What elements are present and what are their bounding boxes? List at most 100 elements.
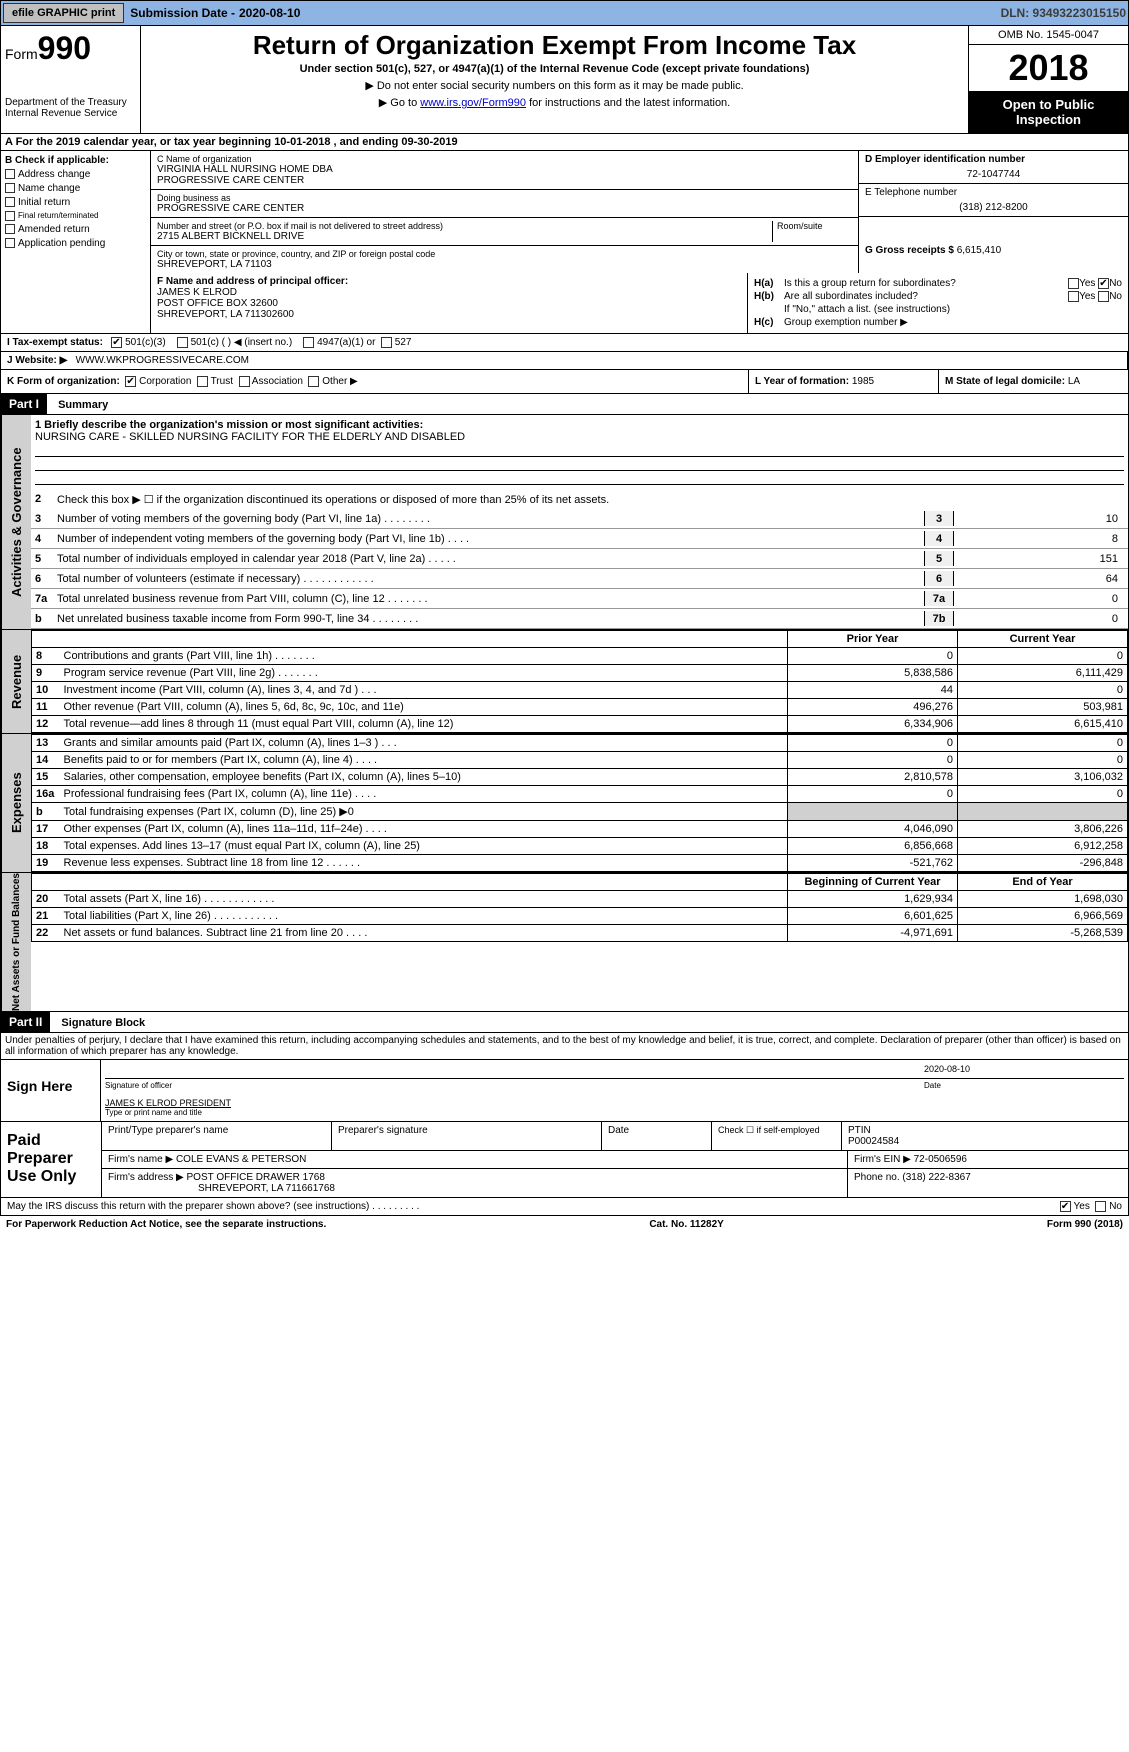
expense-table: 13Grants and similar amounts paid (Part … bbox=[31, 734, 1128, 872]
city-label: City or town, state or province, country… bbox=[157, 249, 852, 259]
row-j: J Website: ▶ WWW.WKPROGRESSIVECARE.COM bbox=[0, 352, 1129, 370]
firm-label: Firm's name ▶ bbox=[108, 1154, 173, 1165]
yes-lbl: Yes bbox=[1079, 278, 1095, 289]
rule3 bbox=[35, 471, 1124, 485]
fin-py: 2,810,578 bbox=[788, 769, 958, 786]
fin-cy: 3,106,032 bbox=[958, 769, 1128, 786]
ein-label: D Employer identification number bbox=[865, 154, 1122, 165]
fin-py: 0 bbox=[788, 752, 958, 769]
fin-num: 18 bbox=[32, 838, 60, 855]
line-text: Total unrelated business revenue from Pa… bbox=[57, 593, 924, 605]
check-final-return[interactable] bbox=[5, 211, 15, 221]
check-address-change[interactable] bbox=[5, 169, 15, 179]
check-initial-return[interactable] bbox=[5, 197, 15, 207]
officer-addr1: POST OFFICE BOX 32600 bbox=[157, 298, 741, 309]
h-questions: H(a)Is this a group return for subordina… bbox=[748, 273, 1128, 333]
sign-date: 2020-08-10 bbox=[924, 1064, 1124, 1074]
l-value: 1985 bbox=[852, 376, 874, 387]
fin-cy: 6,615,410 bbox=[958, 716, 1128, 733]
mission-label: 1 Briefly describe the organization's mi… bbox=[35, 419, 1124, 431]
goto-note: ▶ Go to www.irs.gov/Form990 for instruct… bbox=[149, 96, 960, 109]
opt-pending: Application pending bbox=[18, 238, 105, 249]
fin-cy: 6,912,258 bbox=[958, 838, 1128, 855]
line-val: 8 bbox=[954, 533, 1124, 545]
fin-num: 19 bbox=[32, 855, 60, 872]
f-label: F Name and address of principal officer: bbox=[157, 276, 741, 287]
k-corp: Corporation bbox=[139, 376, 191, 387]
hc-text: Group exemption number ▶ bbox=[784, 317, 908, 328]
hb2-text: If "No," attach a list. (see instruction… bbox=[754, 304, 1122, 315]
fin-py: 44 bbox=[788, 682, 958, 699]
check-trust[interactable] bbox=[197, 376, 208, 387]
hb-yes[interactable] bbox=[1068, 291, 1079, 302]
check-pending[interactable] bbox=[5, 238, 15, 248]
ha-no[interactable] bbox=[1098, 278, 1109, 289]
fin-cy: 0 bbox=[958, 735, 1128, 752]
fin-cy: 503,981 bbox=[958, 699, 1128, 716]
check-4947[interactable] bbox=[303, 337, 314, 348]
efile-print-button[interactable]: efile GRAPHIC print bbox=[3, 3, 124, 23]
fin-py: 6,334,906 bbox=[788, 716, 958, 733]
fin-desc: Contributions and grants (Part VIII, lin… bbox=[60, 648, 788, 665]
irs-link[interactable]: www.irs.gov/Form990 bbox=[420, 97, 526, 109]
sig-caption: Signature of officer bbox=[105, 1081, 172, 1090]
line-num: 6 bbox=[35, 573, 57, 585]
check-501c3[interactable] bbox=[111, 337, 122, 348]
fin-desc: Professional fundraising fees (Part IX, … bbox=[60, 786, 788, 803]
discuss-yes[interactable] bbox=[1060, 1201, 1071, 1212]
opt-amended: Amended return bbox=[18, 224, 90, 235]
fin-desc: Program service revenue (Part VIII, line… bbox=[60, 665, 788, 682]
goto-pre: ▶ Go to bbox=[379, 97, 420, 109]
officer-name: JAMES K ELROD bbox=[157, 287, 741, 298]
form-prefix: Form bbox=[5, 46, 38, 62]
signature-block: Under penalties of perjury, I declare th… bbox=[0, 1033, 1129, 1122]
topbar: efile GRAPHIC print Submission Date - 20… bbox=[0, 0, 1129, 26]
principal-officer: F Name and address of principal officer:… bbox=[151, 273, 748, 333]
fin-py: 5,838,586 bbox=[788, 665, 958, 682]
discuss-question: May the IRS discuss this return with the… bbox=[7, 1201, 419, 1212]
ag-body: 1 Briefly describe the organization's mi… bbox=[31, 415, 1128, 629]
entity-grid: B Check if applicable: Address change Na… bbox=[0, 151, 1129, 273]
vtab-expenses: Expenses bbox=[1, 734, 31, 872]
ha-yes[interactable] bbox=[1068, 278, 1079, 289]
check-other[interactable] bbox=[308, 376, 319, 387]
l-cell: L Year of formation: 1985 bbox=[748, 370, 938, 393]
part2-row: Part II Signature Block bbox=[0, 1012, 1129, 1033]
check-527[interactable] bbox=[381, 337, 392, 348]
check-name-change[interactable] bbox=[5, 183, 15, 193]
irs-label: Internal Revenue Service bbox=[5, 108, 136, 119]
dba-value: PROGRESSIVE CARE CENTER bbox=[157, 203, 852, 214]
fin-cy: 0 bbox=[958, 682, 1128, 699]
ssn-note: ▶ Do not enter social security numbers o… bbox=[149, 79, 960, 92]
opt-initial: Initial return bbox=[18, 197, 70, 208]
check-corp[interactable] bbox=[125, 376, 136, 387]
discuss-row: May the IRS discuss this return with the… bbox=[0, 1198, 1129, 1216]
submission-label: Submission Date - bbox=[130, 6, 235, 20]
check-amended[interactable] bbox=[5, 224, 15, 234]
officer-addr2: SHREVEPORT, LA 711302600 bbox=[157, 309, 741, 320]
firm-phone-lbl: Phone no. bbox=[854, 1172, 902, 1183]
discuss-no[interactable] bbox=[1095, 1201, 1106, 1212]
i-label: I Tax-exempt status: bbox=[7, 337, 103, 348]
check-assoc[interactable] bbox=[239, 376, 250, 387]
ptin-hdr: PTIN bbox=[848, 1125, 1122, 1136]
fin-cy: 6,966,569 bbox=[958, 908, 1128, 925]
hb-no[interactable] bbox=[1098, 291, 1109, 302]
fin-desc: Net assets or fund balances. Subtract li… bbox=[60, 925, 788, 942]
row-i: I Tax-exempt status: 501(c)(3) 501(c) ( … bbox=[0, 334, 1129, 352]
no-lbl: No bbox=[1109, 278, 1122, 289]
fin-py bbox=[788, 803, 958, 821]
check-501c[interactable] bbox=[177, 337, 188, 348]
fin-num: 12 bbox=[32, 716, 60, 733]
col-b-checkboxes: B Check if applicable: Address change Na… bbox=[1, 151, 151, 273]
line-text: Total number of volunteers (estimate if … bbox=[57, 573, 924, 585]
line-val: 64 bbox=[954, 573, 1124, 585]
firm-phone: (318) 222-8367 bbox=[902, 1172, 970, 1183]
website-cell: J Website: ▶ WWW.WKPROGRESSIVECARE.COM bbox=[1, 352, 1128, 369]
fin-py: 6,856,668 bbox=[788, 838, 958, 855]
line2-text: Check this box ▶ ☐ if the organization d… bbox=[57, 493, 1124, 506]
fin-num: 16a bbox=[32, 786, 60, 803]
i-501c3: 501(c)(3) bbox=[125, 337, 166, 348]
fin-py: 0 bbox=[788, 648, 958, 665]
spacer-b bbox=[1, 273, 151, 333]
